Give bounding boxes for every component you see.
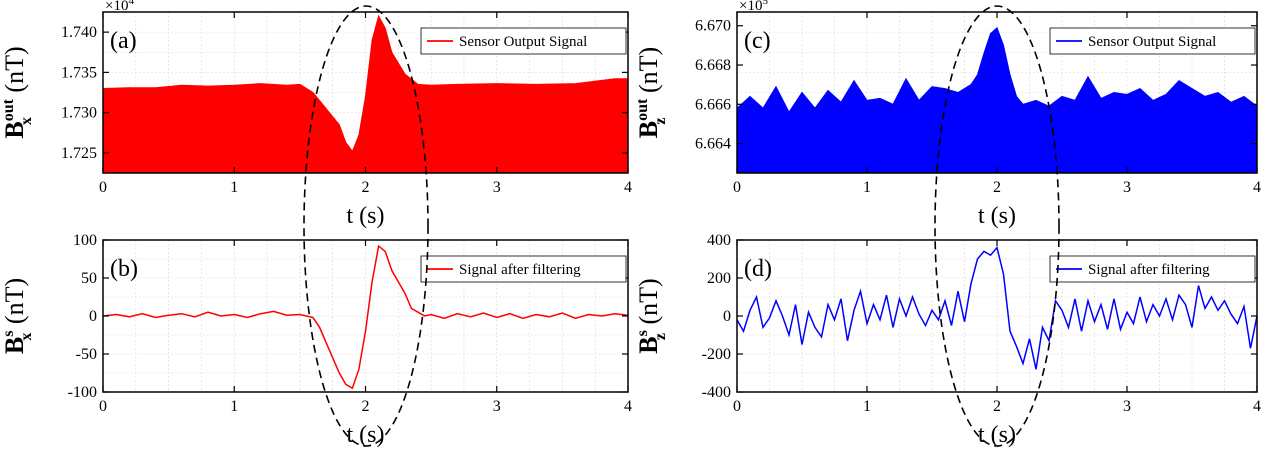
x-tick-label: 4 [624,179,632,196]
x-tick-label: 3 [493,398,501,415]
x-axis-label: t (s) [978,203,1016,229]
series-line [736,246,1258,370]
x-tick-label: 2 [362,398,370,415]
x-tick-label: 4 [1253,398,1261,415]
highlight-ellipses [303,5,1060,447]
x-tick-label: 4 [624,398,632,415]
x-tick-label: 3 [1123,398,1131,415]
y-tick-label: 1.725 [61,145,97,162]
x-tick-label: 4 [1253,179,1261,196]
legend-label: Signal after filtering [459,262,581,278]
panel-label: (d) [744,256,772,282]
y-tick-label: 200 [707,270,731,287]
panel-c: 0 1 2 3 4 6.664 6.666 6.668 6.670 ×105 t (s) Boutz … [634,0,1261,229]
y-axis-label: Bsz (nT) [634,278,669,353]
y-tick-label: -100 [68,384,97,401]
y-tick-label: 1.730 [61,105,97,122]
x-tick-label: 2 [993,179,1001,196]
y-tick-label: 1.735 [61,64,97,81]
y-tick-label: 0 [723,308,731,325]
x-tick-label: 0 [733,398,741,415]
y-tick-label: -200 [702,346,731,363]
legend-label: Signal after filtering [1088,262,1210,278]
x-tick-label: 3 [1123,179,1131,196]
x-axis-label: t (s) [347,203,385,229]
panel-a: 0 1 2 3 4 1.725 1.730 1.735 1.740 ×104 t (s) Boutx … [0,0,632,229]
y-tick-label: -50 [76,346,97,363]
x-tick-label: 0 [99,179,107,196]
series-line [102,244,629,390]
legend-label: Sensor Output Signal [1088,34,1216,50]
y-tick-label: 6.664 [695,136,731,153]
x-tick-label: 3 [493,179,501,196]
y-tick-label: 6.670 [695,18,731,35]
legend-box [1049,27,1256,55]
highlight-ellipse-right [934,5,1060,447]
highlight-ellipse-left [303,5,429,447]
x-tick-label: 1 [230,398,238,415]
x-tick-label: 2 [993,398,1001,415]
legend-box [420,255,627,283]
y-tick-label: 100 [73,232,97,249]
y-tick-label: -400 [702,384,731,401]
panel-label: (a) [110,28,137,54]
y-axis-label: Boutz (nT) [634,47,669,138]
x-tick-label: 0 [733,179,741,196]
x-axis-label: t (s) [347,422,385,448]
x-tick-label: 1 [230,179,238,196]
y-tick-label: 0 [89,308,97,325]
series-area [736,26,1258,174]
x-tick-label: 0 [99,398,107,415]
x-tick-label: 1 [863,179,871,196]
axis-multiplier: ×104 [105,0,134,14]
axis-multiplier: ×105 [739,0,768,14]
y-axis-label: Bsx (nT) [0,278,35,354]
y-tick-label: 400 [707,232,731,249]
y-axis-label: Boutx (nT) [0,46,35,138]
legend-label: Sensor Output Signal [459,34,587,50]
y-tick-label: 50 [81,270,97,287]
y-tick-label: 1.740 [61,24,97,41]
y-tick-label: 6.666 [695,96,731,113]
panel-label: (c) [744,28,771,54]
panel-label: (b) [110,256,138,282]
legend-box [420,27,627,55]
x-axis-label: t (s) [978,422,1016,448]
panel-d: 0 1 2 3 4 -400 -200 0 200 400 t (s) Bsz (nT) (d) Sign… [634,232,1261,448]
series-area [102,14,629,174]
panel-b: 0 1 2 3 4 -100 -50 0 50 100 t (s) Bsx (nT) (b) Signal… [0,232,632,448]
x-tick-label: 2 [362,179,370,196]
x-tick-label: 1 [863,398,871,415]
y-tick-label: 6.668 [695,57,731,74]
legend-box [1049,255,1256,283]
